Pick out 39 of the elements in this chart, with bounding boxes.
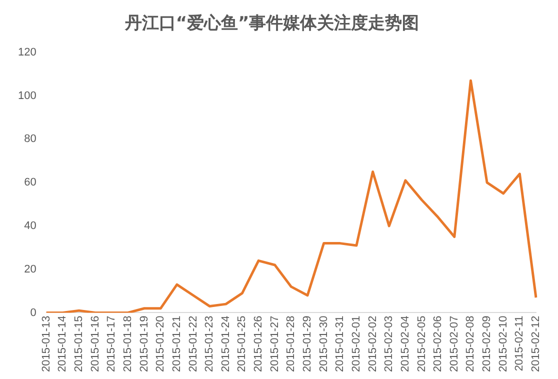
x-tick-label: 2015-01-30 [318,316,330,372]
x-tick-label: 2015-02-05 [416,316,428,372]
x-tick-label: 2015-02-08 [464,316,477,372]
x-tick-label: 2015-02-03 [383,316,396,372]
x-tick-label: 2015-02-11 [514,316,526,372]
x-tick-label: 2015-02-01 [350,316,362,372]
x-tick-label: 2015-01-20 [154,316,167,372]
x-tick-label: 2015-01-25 [236,316,248,372]
x-tick-label: 2015-01-28 [285,316,298,372]
y-tick-label: 100 [18,90,36,102]
x-tick-label: 2015-01-16 [89,316,102,372]
x-tick-label: 2015-01-26 [252,316,265,372]
y-tick-label: 20 [24,263,36,276]
x-tick-label: 2015-01-13 [40,316,52,372]
x-tick-label: 2015-01-21 [170,316,183,372]
x-tick-label: 2015-01-23 [204,316,216,372]
y-tick-label: 80 [24,133,36,146]
y-tick-label: 60 [24,176,36,189]
chart-title: 丹江口“爱心鱼”事件媒体关注度走势图 [124,14,420,34]
x-tick-label: 2015-01-19 [138,316,150,372]
x-tick-label: 2015-01-24 [220,316,232,372]
x-tick-label: 2015-02-02 [366,316,379,372]
x-tick-label: 2015-01-31 [334,316,346,372]
x-tick-label: 2015-01-29 [302,316,314,372]
x-tick-label: 2015-02-06 [432,316,444,372]
x-tick-label: 2015-02-10 [497,316,510,372]
y-tick-label: 40 [24,220,36,232]
y-tick-label: 120 [18,46,36,58]
x-tick-label: 2015-02-04 [399,316,412,372]
x-tick-label: 2015-01-22 [187,316,200,372]
x-tick-label: 2015-02-07 [448,316,460,372]
x-tick-label: 2015-01-15 [73,316,86,372]
x-tick-label: 2015-01-27 [268,316,281,372]
y-tick-label: 0 [30,306,36,319]
x-tick-label: 2015-01-18 [122,316,134,372]
x-tick-label: 2015-02-12 [530,316,542,372]
x-tick-label: 2015-01-14 [56,316,69,372]
x-tick-label: 2015-01-17 [106,316,118,372]
x-tick-label: 2015-02-09 [481,316,494,372]
